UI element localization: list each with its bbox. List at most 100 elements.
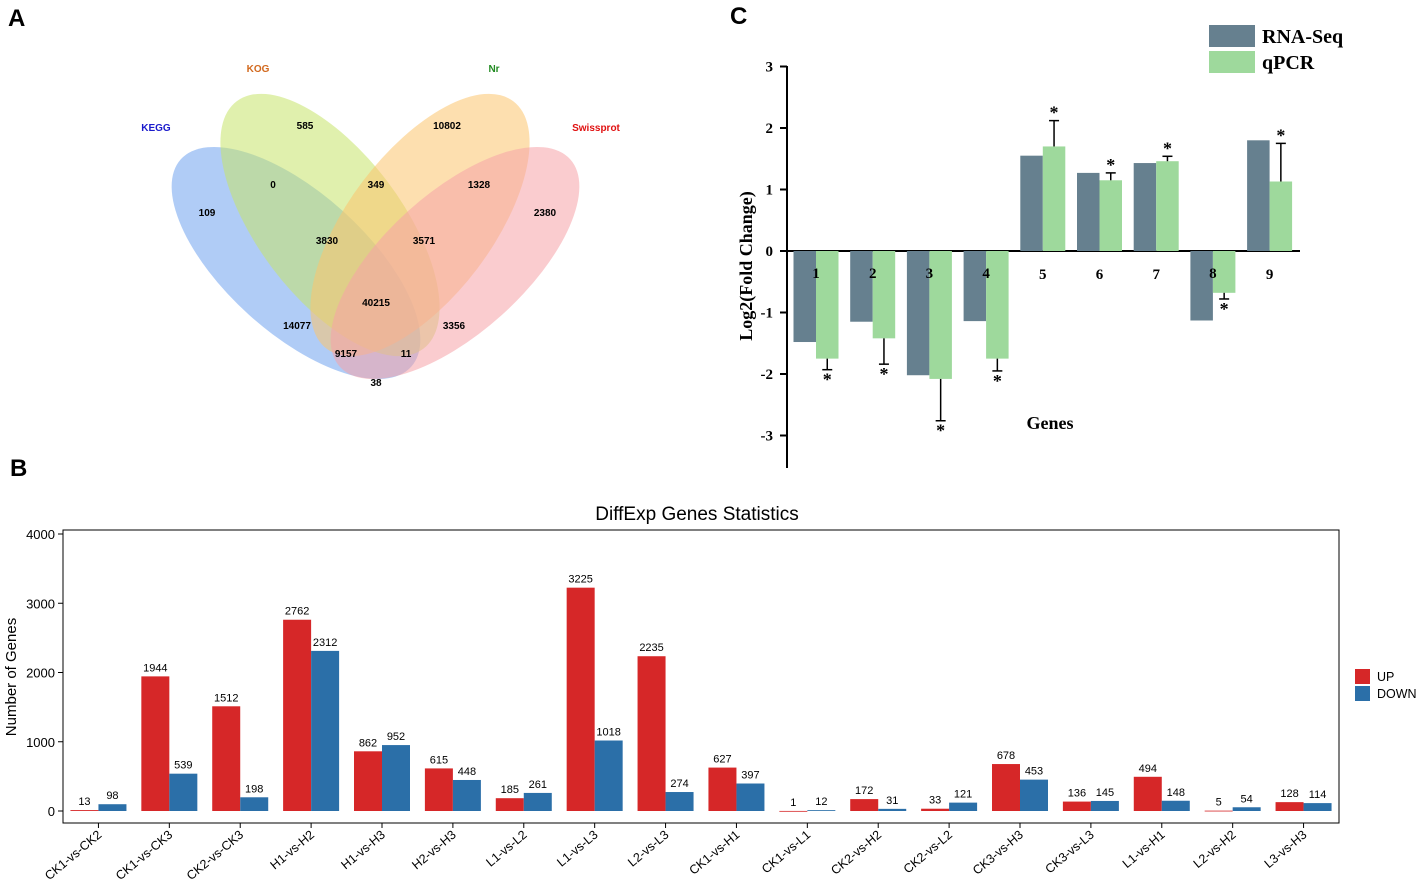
b-bars: 13 98CK1-vs-CK21944539CK1-vs-CK31512198CK…	[42, 574, 1332, 883]
b-bar-up	[637, 656, 666, 811]
c-bar-rnaseq	[1133, 163, 1157, 251]
b-bar-value-label: 136	[1068, 788, 1086, 800]
c-significance-star: *	[1106, 155, 1115, 175]
c-significance-star: *	[1163, 138, 1172, 158]
b-bar-up	[779, 810, 808, 812]
b-bar-down	[878, 808, 907, 811]
venn-region: 349	[368, 180, 385, 191]
venn-region: 3830	[316, 236, 339, 247]
c-bar-qpcr	[1042, 146, 1066, 251]
c-bar-qpcr	[1212, 251, 1236, 293]
c-bar-qpcr	[1269, 181, 1293, 251]
c-x-tick-label: 9	[1266, 267, 1274, 283]
b-y-tick-label: 2000	[26, 666, 55, 681]
b-x-tick-label: H1-vs-H2	[268, 828, 317, 873]
b-x-tick-label: CK2-vs-L2	[901, 828, 955, 877]
b-bar-down	[1020, 779, 1048, 811]
venn-region: 109	[199, 208, 216, 219]
c-y-ticks: -3 -2 -1 0 1 2 3	[761, 60, 787, 445]
venn-label-nr: Nr	[488, 64, 499, 75]
b-legend-label-down: DOWN	[1377, 687, 1417, 701]
venn-region: 2380	[534, 208, 557, 219]
b-bar-value-label: 121	[954, 789, 972, 801]
b-bar-value-label: 33	[929, 795, 941, 807]
c-y-tick-label: 0	[766, 244, 774, 260]
c-x-tick-label: 5	[1039, 267, 1047, 283]
venn-region: 3571	[413, 236, 436, 247]
venn-label-kog: KOG	[247, 64, 270, 75]
b-bar-down	[382, 745, 410, 811]
b-bar-up	[495, 798, 524, 811]
c-x-tick-label: 6	[1096, 267, 1104, 283]
b-legend-swatch-up	[1355, 669, 1370, 684]
b-bar-up	[850, 799, 879, 811]
c-legend-swatch-qpcr	[1209, 51, 1255, 73]
venn-diagram: KEGG KOG Nr Swissprot 109 585 10802 2380…	[141, 64, 620, 389]
venn-region: 11	[401, 349, 412, 360]
b-bar-value-label: 678	[997, 750, 1015, 762]
b-x-tick-label: CK1-vs-CK3	[113, 828, 175, 883]
venn-region: 10802	[433, 121, 461, 132]
c-bar-rnaseq	[1190, 251, 1213, 321]
c-significance-star: *	[1050, 103, 1059, 123]
b-x-tick-label: CK1-vs-CK2	[42, 828, 104, 883]
c-y-tick-label: 3	[766, 60, 774, 76]
c-bar-qpcr	[872, 251, 896, 339]
b-y-axis-title: Number of Genes	[3, 618, 20, 736]
c-significance-star: *	[936, 421, 945, 441]
c-legend-label-rnaseq: RNA-Seq	[1262, 26, 1343, 48]
venn-region: 40215	[362, 298, 390, 309]
b-bar-value-label: 13	[78, 796, 90, 808]
b-bar-value-label: 98	[106, 790, 118, 802]
c-legend-swatch-rnaseq	[1209, 25, 1255, 47]
b-bar-value-label: 3225	[568, 574, 592, 586]
venn-label-swissprot: Swissprot	[572, 123, 620, 134]
c-bar-rnaseq	[1020, 155, 1043, 251]
b-bar-value-label: 145	[1096, 787, 1114, 799]
venn-region: 585	[297, 121, 314, 132]
b-bar-value-label: 2235	[639, 642, 663, 654]
b-bar-up	[354, 751, 382, 811]
b-chart-title: DiffExp Genes Statistics	[595, 504, 798, 525]
c-significance-star: *	[879, 364, 888, 384]
b-bar-value-label: 448	[458, 766, 476, 778]
b-bar-value-label: 862	[359, 737, 377, 749]
b-legend-swatch-down	[1355, 686, 1370, 701]
c-significance-star: *	[1276, 125, 1285, 145]
panel-b-label: B	[10, 455, 27, 482]
b-bar-value-label: 2312	[313, 637, 337, 649]
b-bar-up	[1204, 810, 1233, 812]
c-x-tick-label: 3	[926, 266, 934, 282]
b-y-ticks: 0 1000 2000 3000 4000	[26, 527, 63, 819]
b-bar-up	[1275, 802, 1304, 811]
b-bar-up	[921, 808, 950, 811]
b-bar-up	[992, 764, 1020, 811]
b-bar-down	[98, 804, 127, 811]
c-y-axis-title: Log2(Fold Change)	[736, 191, 757, 341]
b-bar-value-label: 1	[790, 797, 796, 809]
b-bar-value-label: 148	[1167, 787, 1185, 799]
venn-region: 0	[270, 180, 276, 191]
b-bar-down	[807, 810, 836, 811]
b-bar-down	[523, 792, 552, 811]
panel-a-label: A	[8, 5, 25, 32]
c-significance-star: *	[823, 370, 832, 390]
b-x-tick-label: L1-vs-L3	[554, 828, 600, 870]
c-bar-qpcr	[816, 251, 839, 359]
c-y-tick-label: -1	[761, 306, 774, 322]
b-bar-value-label: 1018	[596, 727, 620, 739]
b-x-tick-label: CK3-vs-H3	[970, 828, 1026, 878]
b-bar-down	[1161, 800, 1190, 811]
qpcr-chart: -3 -2 -1 0 1 2 3 * 1 * 2 * 3 * 4 * 5 * 6 * 7 * 8 * 9 Log2(Fold …	[736, 25, 1343, 468]
c-bar-qpcr	[929, 251, 952, 379]
b-bar-down	[240, 797, 269, 811]
b-bar-up	[283, 619, 312, 811]
c-bar-qpcr	[986, 251, 1009, 359]
b-bar-up	[141, 676, 170, 811]
b-bar-value-label: 261	[529, 779, 547, 791]
b-bar-up	[212, 706, 241, 811]
b-y-tick-label: 0	[48, 804, 55, 819]
b-x-tick-label: H1-vs-H3	[338, 828, 387, 873]
b-x-tick-label: L2-vs-H2	[1191, 828, 1239, 871]
b-x-tick-label: L1-vs-H1	[1120, 828, 1168, 871]
